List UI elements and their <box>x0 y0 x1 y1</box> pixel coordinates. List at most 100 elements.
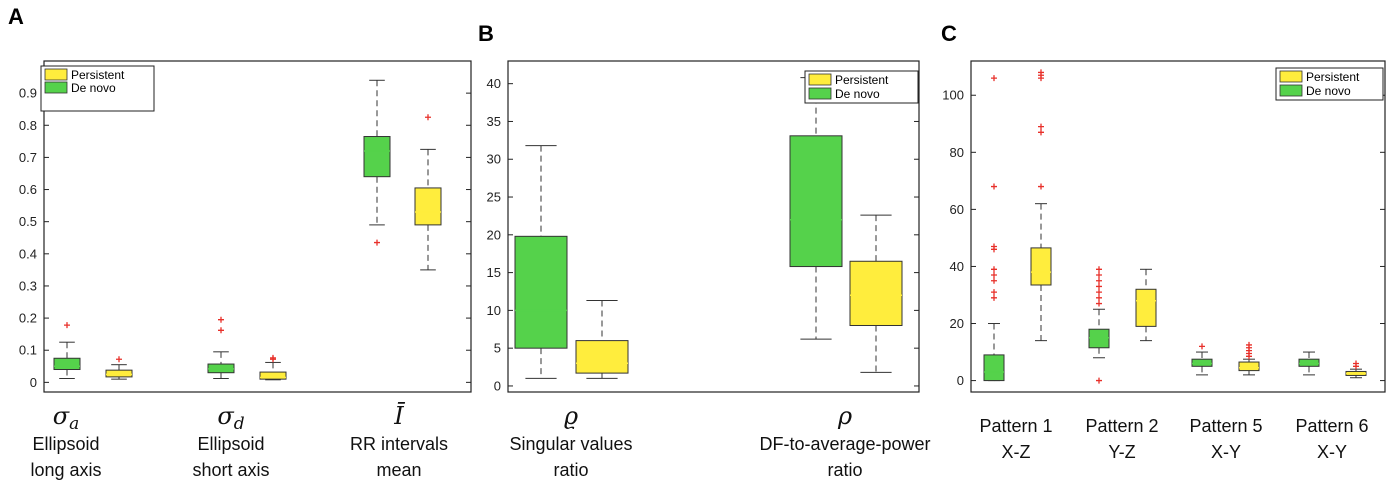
panel-b-ytick-label-6: 30 <box>487 152 501 167</box>
panel-b-group-1-persistent-box <box>575 340 629 374</box>
panel-c-group-1-denovo-outlier-4 <box>991 266 997 273</box>
panel-a-ytick-label-6: 0.6 <box>19 182 37 197</box>
panel-a-group-3-label-line-2: mean <box>376 460 421 480</box>
panel-b-group-1-symbol: ϱ <box>564 402 578 430</box>
panel-c-label: C <box>941 21 957 46</box>
panel-b-group-2-label-line-1: DF-to-average-power <box>759 434 930 454</box>
panel-a-ytick-label-5: 0.5 <box>19 214 37 229</box>
panel-c-group-1-label-line-1: Pattern 1 <box>979 416 1052 436</box>
panel-c-group-4-persistent-outlier-1 <box>1353 360 1359 367</box>
panel-c-group-1-denovo-outlier-3 <box>991 272 997 279</box>
panel-c-group-1-denovo-box <box>983 354 1005 382</box>
panel-c-legend-swatch-denovo <box>1279 84 1303 97</box>
panel-a-group-2-symbol: σd <box>217 402 244 434</box>
panel-a-group-3-label-line-1: RR intervals <box>350 434 448 454</box>
panel-c-group-3-persistent-outlier-4 <box>1246 341 1252 348</box>
panel-a-ytick-label-9: 0.9 <box>19 86 37 101</box>
panel-c-group-2-denovo-outlier-7 <box>1096 266 1102 273</box>
panel-b-ytick-label-1: 5 <box>494 341 501 356</box>
panel-c-group-1-persistent-outlier-0 <box>1038 183 1044 190</box>
panel-a-group-3-persistent-outlier-0 <box>425 114 431 121</box>
panel-c-group-4-label-line-2: X-Y <box>1317 442 1347 462</box>
panel-a-ytick-label-2: 0.2 <box>19 311 37 326</box>
panel-c-group-1-label-line-2: X-Z <box>1002 442 1031 462</box>
panel-b-group-2-persistent-box <box>849 260 903 326</box>
panel-a-ytick-label-1: 0.1 <box>19 343 37 358</box>
panel-c-group-1-persistent-outlier-2 <box>1038 123 1044 130</box>
panel-c-group-3-label-line-2: X-Y <box>1211 442 1241 462</box>
panel-c-group-2-denovo-outlier-6 <box>1096 272 1102 279</box>
panel-b-legend-label-denovo: De novo <box>835 87 880 101</box>
panel-a-group-3-denovo-box <box>363 136 391 178</box>
panel-c-group-3-persistent-box <box>1238 361 1260 372</box>
panel-a-ytick-label-3: 0.3 <box>19 278 37 293</box>
panel-c-group-2-label-line-2: Y-Z <box>1108 442 1135 462</box>
panel-c-group-2-denovo-outlier-2 <box>1096 294 1102 301</box>
panel-c-legend-swatch-persistent <box>1279 70 1303 83</box>
panel-a-group-1-label-line-1: Ellipsoid <box>32 434 99 454</box>
panel-b-group-2-denovo-box <box>789 135 843 268</box>
panel-c-group-2-denovo-outlier-3 <box>1096 289 1102 296</box>
panel-b-group-2-symbol: ρ <box>837 402 852 430</box>
panel-b-ytick-label-5: 25 <box>487 190 501 205</box>
panel-b-group-2-label-line-2: ratio <box>827 460 862 480</box>
panel-c-group-1-denovo-outlier-0 <box>991 294 997 301</box>
panel-a-group-1-symbol: σa <box>53 402 80 434</box>
panel-a-ytick-label-7: 0.7 <box>19 150 37 165</box>
panel-b-axes <box>507 60 920 393</box>
panel-c-legend-label-denovo: De novo <box>1306 84 1351 98</box>
panel-b-legend-swatch-denovo <box>808 87 832 100</box>
panel-a-ytick-label-8: 0.8 <box>19 118 37 133</box>
panel-c-group-1-denovo-outlier-8 <box>991 75 997 82</box>
panel-c-group-2-denovo-outlier-4 <box>1096 283 1102 290</box>
panel-a-label: A <box>8 4 24 29</box>
panel-c-ytick-label-0: 0 <box>957 373 964 388</box>
panel-c-axes <box>970 60 1386 393</box>
panel-c-group-1-denovo-outlier-7 <box>991 183 997 190</box>
panel-b-ytick-label-8: 40 <box>487 76 501 91</box>
panel-a-ytick-label-0: 0 <box>30 375 37 390</box>
panel-a-group-2-label-line-1: Ellipsoid <box>197 434 264 454</box>
panel-c-group-2-denovo-outlier-0 <box>1096 377 1102 384</box>
panel-c-group-1-denovo-outlier-6 <box>991 243 997 250</box>
panel-c-ytick-label-3: 60 <box>950 202 964 217</box>
panel-c-group-1-persistent-box <box>1030 247 1052 286</box>
panel-a-group-2-symbol-subscript: d <box>234 414 245 434</box>
panel-c-group-3-label-line-1: Pattern 5 <box>1189 416 1262 436</box>
panel-c-group-1-denovo-outlier-2 <box>991 277 997 284</box>
panel-a-group-2-denovo-outlier-0 <box>218 327 224 334</box>
panel-b-ytick-label-2: 10 <box>487 303 501 318</box>
panel-c-ytick-label-2: 40 <box>950 259 964 274</box>
panel-b-group-1-denovo-box <box>514 235 568 349</box>
panel-b-ytick-label-7: 35 <box>487 114 501 129</box>
panel-b-ytick-label-4: 20 <box>487 227 501 242</box>
panel-a-group-2-denovo-outlier-1 <box>218 316 224 323</box>
panel-c-group-3-denovo-outlier-0 <box>1199 343 1205 350</box>
panel-b-ytick-label-3: 15 <box>487 265 501 280</box>
panel-c-group-2-denovo-outlier-5 <box>1096 277 1102 284</box>
panel-a-group-3-denovo-outlier-0 <box>374 239 380 246</box>
panel-b-legend-label-persistent: Persistent <box>835 73 889 87</box>
panel-a-group-2-persistent-box <box>259 371 287 380</box>
panel-c-group-2-denovo-outlier-1 <box>1096 300 1102 307</box>
panel-a-group-3-persistent-box <box>414 187 442 226</box>
panel-a-axes <box>43 60 472 393</box>
panel-b-legend-swatch-persistent <box>808 73 832 86</box>
panel-c-ytick-label-5: 100 <box>942 88 964 103</box>
panel-a-legend-label-persistent: Persistent <box>71 68 125 82</box>
panel-c-group-4-label-line-1: Pattern 6 <box>1295 416 1368 436</box>
panel-c-group-1-persistent-outlier-1 <box>1038 129 1044 136</box>
panel-b-group-1-label-line-1: Singular values <box>509 434 632 454</box>
panel-a-legend-swatch-denovo <box>44 81 68 94</box>
panel-a-ytick-label-4: 0.4 <box>19 246 37 261</box>
panel-a-group-2-persistent-outlier-1 <box>270 354 276 361</box>
panel-b-group-1-label-line-2: ratio <box>553 460 588 480</box>
panel-b-ytick-label-0: 0 <box>494 378 501 393</box>
panel-a-group-1-persistent-outlier-0 <box>116 356 122 363</box>
panel-c-group-1-persistent-outlier-5 <box>1038 69 1044 76</box>
panel-a-group-1-label-line-2: long axis <box>30 460 101 480</box>
panel-c-legend-label-persistent: Persistent <box>1306 70 1360 84</box>
panel-c-group-1-denovo-outlier-1 <box>991 289 997 296</box>
panel-c-group-2-label-line-1: Pattern 2 <box>1085 416 1158 436</box>
